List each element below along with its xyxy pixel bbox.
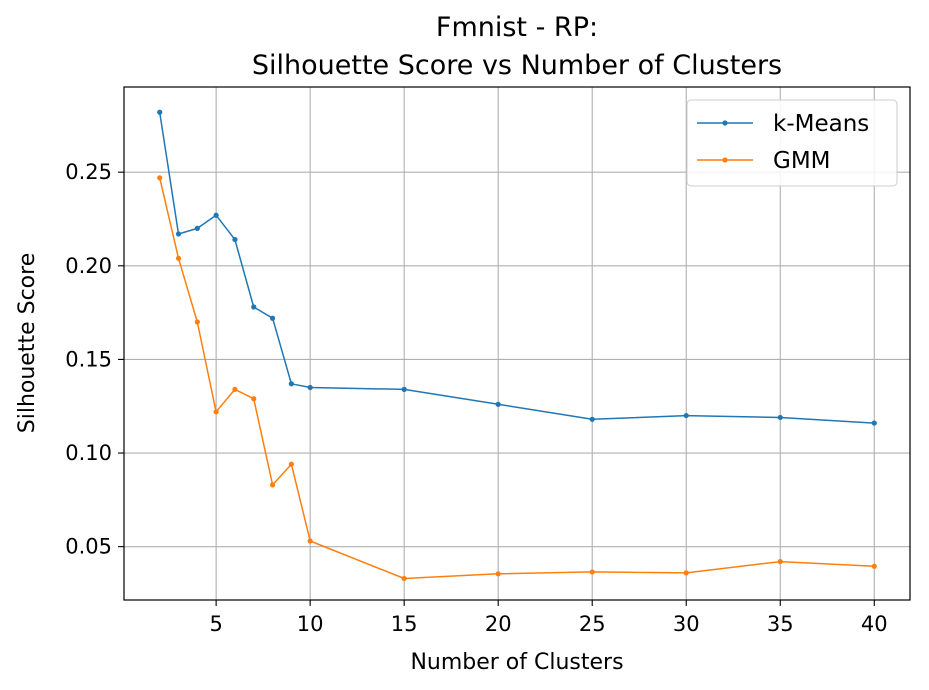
data-point-k-means (194, 225, 200, 231)
x-tick-label: 20 (485, 612, 512, 636)
data-point-gmm (194, 319, 200, 325)
data-point-k-means (157, 109, 163, 115)
y-tick-label: 0.15 (65, 347, 112, 371)
y-axis-label: Silhouette Score (15, 253, 40, 433)
legend: k-Means GMM (686, 99, 898, 187)
legend-kmeans-marker (722, 120, 728, 126)
data-point-gmm (175, 255, 182, 261)
data-point-gmm (269, 482, 276, 488)
data-point-gmm (251, 396, 257, 402)
x-tick-label: 40 (861, 612, 888, 636)
data-point-gmm (683, 570, 689, 576)
y-tick-label: 0.20 (65, 254, 112, 278)
data-point-gmm (777, 559, 783, 565)
data-point-k-means (871, 420, 877, 426)
legend-kmeans-label: k-Means (773, 111, 869, 137)
data-point-k-means (777, 414, 783, 421)
y-tick-label: 0.25 (65, 160, 112, 184)
x-tick-label: 35 (767, 612, 794, 636)
series-line-gmm (158, 177, 875, 580)
legend-gmm-marker (722, 157, 728, 163)
data-point-gmm (157, 175, 163, 181)
plot-frame (123, 86, 911, 601)
y-axis: 0.05 0.10 0.15 0.20 0.25 (65, 160, 124, 559)
data-point-k-means (269, 315, 276, 321)
plot-series (157, 109, 877, 582)
data-point-gmm (213, 409, 219, 415)
x-tick-label: 25 (579, 612, 606, 636)
data-point-k-means (288, 381, 294, 387)
x-axis: 5 10 15 20 25 30 35 40 (209, 600, 888, 636)
data-point-k-means (251, 304, 257, 310)
x-tick-label: 10 (297, 612, 324, 636)
y-tick-label: 0.05 (65, 535, 112, 559)
chart-title-line1: Fmnist - RP: (436, 12, 598, 43)
data-point-k-means (232, 236, 238, 243)
data-point-k-means (213, 212, 219, 218)
legend-gmm-label: GMM (773, 148, 831, 174)
chart-title-line2: Silhouette Score vs Number of Clusters (252, 50, 782, 81)
data-point-gmm (495, 571, 501, 577)
data-point-gmm (589, 569, 595, 575)
data-point-gmm (232, 386, 238, 392)
x-tick-label: 30 (673, 612, 700, 636)
data-point-gmm (288, 461, 294, 467)
x-tick-label: 15 (391, 612, 418, 636)
data-point-gmm (401, 575, 407, 582)
x-axis-label: Number of Clusters (410, 650, 623, 675)
data-point-k-means (307, 384, 313, 391)
legend-box (686, 99, 898, 187)
y-tick-label: 0.10 (65, 441, 112, 465)
data-point-k-means (495, 401, 501, 407)
data-point-k-means (175, 231, 182, 237)
x-tick-label: 5 (209, 612, 222, 636)
data-point-k-means (401, 386, 407, 392)
data-point-gmm (871, 563, 877, 569)
data-point-k-means (589, 416, 595, 422)
data-point-k-means (683, 412, 689, 419)
data-point-gmm (307, 538, 313, 544)
